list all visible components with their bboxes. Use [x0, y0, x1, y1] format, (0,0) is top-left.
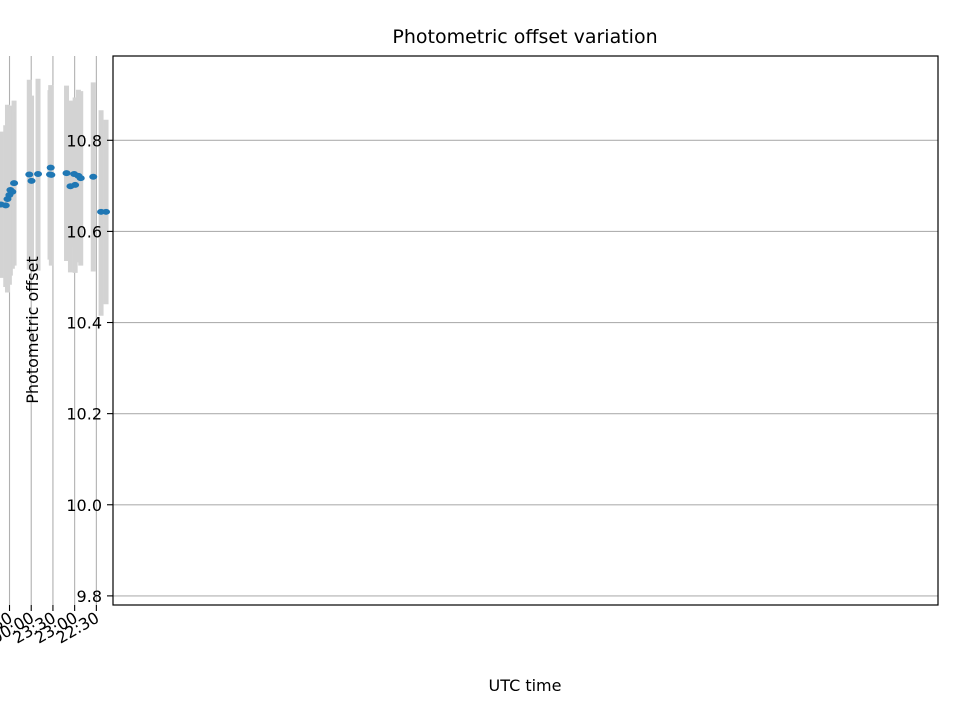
- data-point: [70, 171, 79, 178]
- y-tick-label: 10.0: [66, 496, 102, 515]
- data-point: [62, 170, 71, 177]
- data-point: [66, 183, 75, 190]
- y-tick-label: 10.6: [66, 222, 102, 241]
- y-axis-ticks: 9.8 10.0 10.2 10.4 10.6 10.8: [66, 131, 113, 606]
- y-tick-label: 10.4: [66, 314, 102, 333]
- data-point: [3, 196, 12, 203]
- data-point: [34, 171, 43, 178]
- data-point: [46, 171, 55, 178]
- y-tick-label: 10.8: [66, 131, 102, 150]
- x-axis-title: UTC time: [489, 676, 562, 695]
- data-point: [0, 201, 5, 208]
- data-point: [6, 186, 15, 193]
- chart-title: Photometric offset variation: [392, 26, 657, 48]
- y-axis-title: Photometric offset: [23, 256, 42, 404]
- data-point: [27, 177, 36, 184]
- data-point: [89, 173, 98, 180]
- data-point: [25, 171, 34, 178]
- y-tick-label: 10.2: [66, 405, 102, 424]
- data-point: [46, 164, 55, 171]
- plot-area-frame: [112, 55, 939, 606]
- y-tick-label: 9.8: [77, 587, 102, 606]
- data-point: [10, 180, 19, 187]
- data-points: [0, 164, 111, 215]
- data-point: [97, 208, 106, 215]
